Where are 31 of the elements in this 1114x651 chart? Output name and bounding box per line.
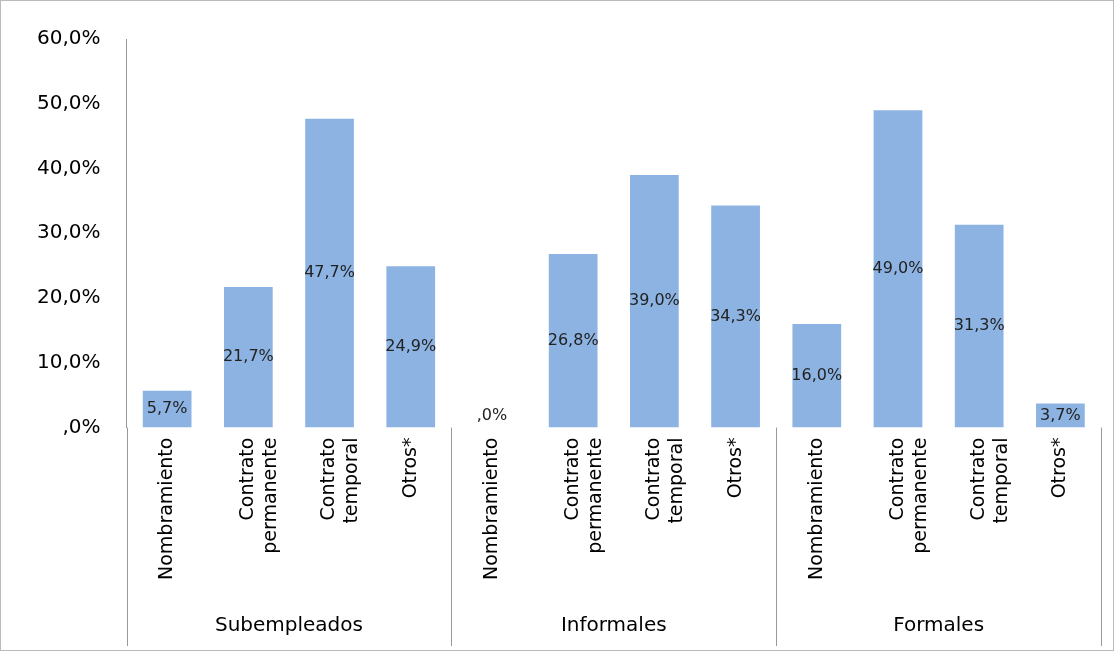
y-tick-label: 10,0% — [36, 348, 101, 373]
text: Informales — [560, 612, 667, 637]
data-label: 16,0% — [791, 364, 843, 384]
text: Formales — [893, 612, 985, 637]
x-tick-label: Nombramiento — [803, 437, 826, 581]
y-tick-label: 30,0% — [36, 219, 101, 244]
x-tick-label: Otros* — [397, 437, 420, 499]
x-tick-label: Otros* — [722, 437, 745, 499]
y-tick-label: 50,0% — [36, 89, 101, 114]
data-label: 3,7% — [1040, 404, 1081, 424]
y-tick-label: 40,0% — [36, 154, 101, 179]
y-tick-label: 60,0% — [36, 25, 101, 50]
y-tick-label: 20,0% — [36, 284, 101, 309]
data-label: 24,9% — [385, 336, 437, 356]
x-tick-label: Nombramiento — [478, 437, 501, 581]
data-label: 21,7% — [222, 346, 274, 366]
data-label: 49,0% — [872, 258, 924, 278]
data-label: ,0% — [476, 404, 508, 424]
x-tick-label: Otros* — [1047, 437, 1070, 499]
x-tick-label: Contrato permanente — [560, 437, 605, 554]
data-label: 34,3% — [710, 305, 761, 325]
data-label: 5,7% — [146, 398, 188, 418]
data-label: 31,3% — [953, 315, 1005, 335]
data-label: 47,7% — [304, 262, 355, 282]
text: Subempleados — [214, 612, 363, 637]
x-tick-label: Nombramiento — [154, 437, 177, 581]
x-tick-label: Contrato permanente — [884, 437, 930, 554]
y-tick-label: ,0% — [62, 413, 101, 438]
data-label: 26,8% — [547, 329, 599, 349]
x-tick-label: Contrato permanente — [235, 437, 281, 554]
data-label: 39,0% — [628, 290, 680, 310]
